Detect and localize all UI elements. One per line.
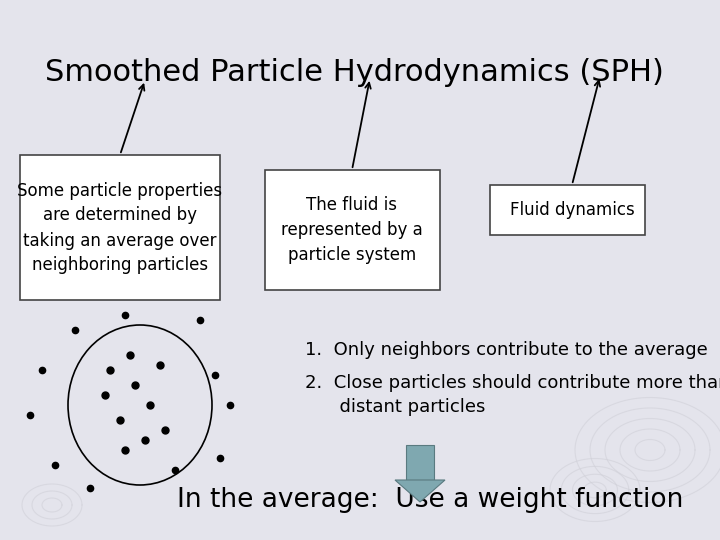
Text: 1.  Only neighbors contribute to the average: 1. Only neighbors contribute to the aver… — [305, 341, 708, 359]
Bar — [265, 170, 440, 290]
Bar — [490, 185, 645, 235]
Text: Some particle properties
are determined by
taking an average over
neighboring pa: Some particle properties are determined … — [17, 181, 222, 274]
Text: The fluid is
represented by a
particle system: The fluid is represented by a particle s… — [281, 196, 423, 264]
Bar — [20, 155, 220, 300]
Text: In the average:  Use a weight function: In the average: Use a weight function — [177, 487, 683, 513]
Text: Smoothed Particle Hydrodynamics (SPH): Smoothed Particle Hydrodynamics (SPH) — [45, 58, 664, 87]
Text: Fluid dynamics: Fluid dynamics — [510, 201, 634, 219]
Bar — [406, 445, 434, 480]
Text: 2.  Close particles should contribute more than
      distant particles: 2. Close particles should contribute mor… — [305, 374, 720, 416]
Polygon shape — [395, 480, 445, 502]
